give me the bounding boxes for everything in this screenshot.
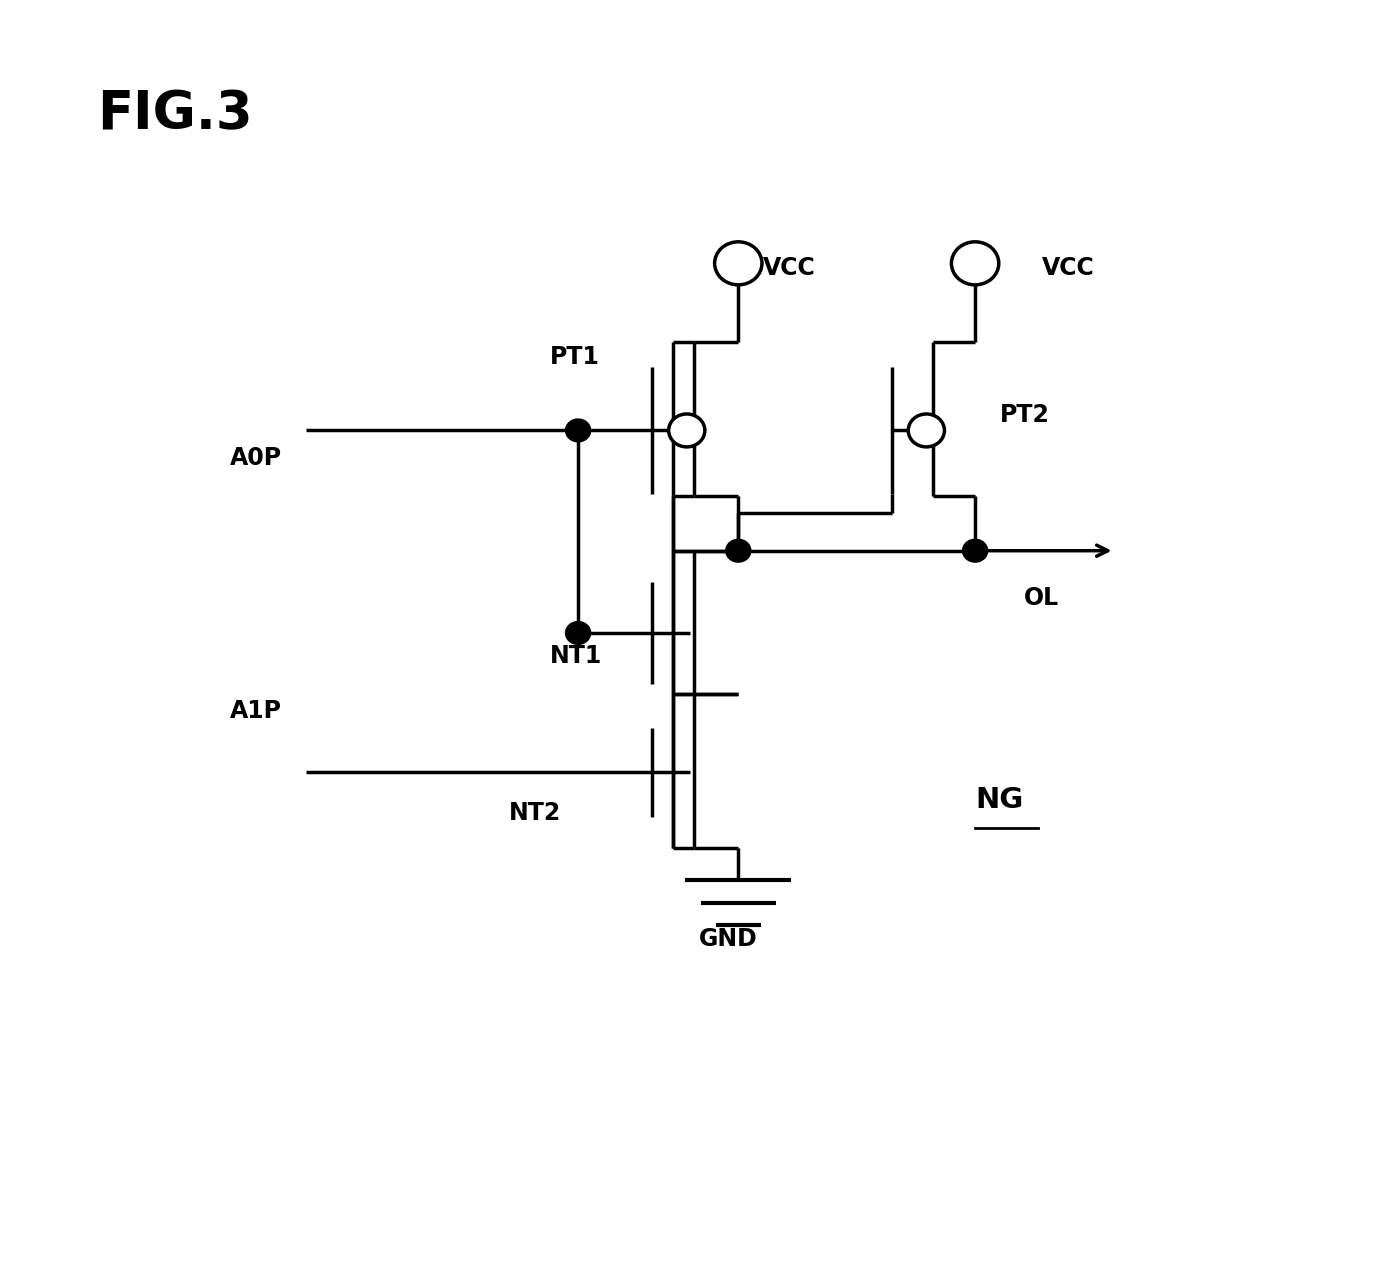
Circle shape — [715, 242, 762, 285]
Text: NT1: NT1 — [550, 644, 603, 667]
Text: A0P: A0P — [230, 447, 281, 470]
Text: NT2: NT2 — [508, 801, 561, 824]
Circle shape — [951, 242, 999, 285]
Circle shape — [566, 419, 591, 442]
Text: VCC: VCC — [1042, 257, 1095, 280]
Text: GND: GND — [699, 928, 758, 951]
Text: PT1: PT1 — [550, 346, 600, 368]
Circle shape — [726, 539, 751, 562]
Circle shape — [963, 539, 988, 562]
Text: A1P: A1P — [230, 700, 281, 723]
Circle shape — [566, 622, 591, 644]
Circle shape — [669, 414, 705, 447]
Text: OL: OL — [1024, 586, 1059, 609]
Text: NG: NG — [975, 786, 1024, 814]
Text: FIG.3: FIG.3 — [98, 87, 254, 141]
Text: VCC: VCC — [763, 257, 816, 280]
Circle shape — [908, 414, 944, 447]
Text: PT2: PT2 — [1000, 404, 1050, 427]
